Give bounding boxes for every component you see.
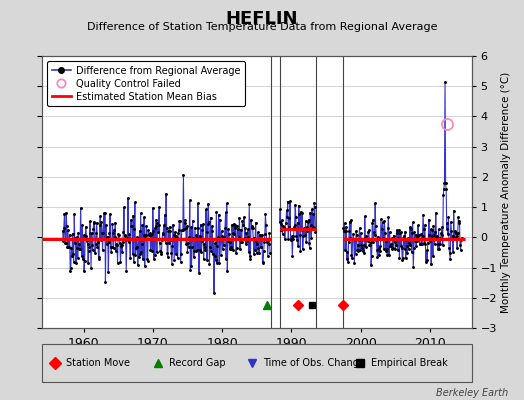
- Text: Difference of Station Temperature Data from Regional Average: Difference of Station Temperature Data f…: [87, 22, 437, 32]
- Text: Time of Obs. Change: Time of Obs. Change: [263, 358, 365, 368]
- Text: Record Gap: Record Gap: [169, 358, 225, 368]
- Text: Station Move: Station Move: [66, 358, 129, 368]
- Text: Empirical Break: Empirical Break: [370, 358, 447, 368]
- Text: Berkeley Earth: Berkeley Earth: [436, 388, 508, 398]
- Y-axis label: Monthly Temperature Anomaly Difference (°C): Monthly Temperature Anomaly Difference (…: [501, 71, 511, 313]
- Text: HEFLIN: HEFLIN: [226, 10, 298, 28]
- Legend: Difference from Regional Average, Quality Control Failed, Estimated Station Mean: Difference from Regional Average, Qualit…: [47, 61, 245, 106]
- FancyBboxPatch shape: [42, 344, 472, 382]
